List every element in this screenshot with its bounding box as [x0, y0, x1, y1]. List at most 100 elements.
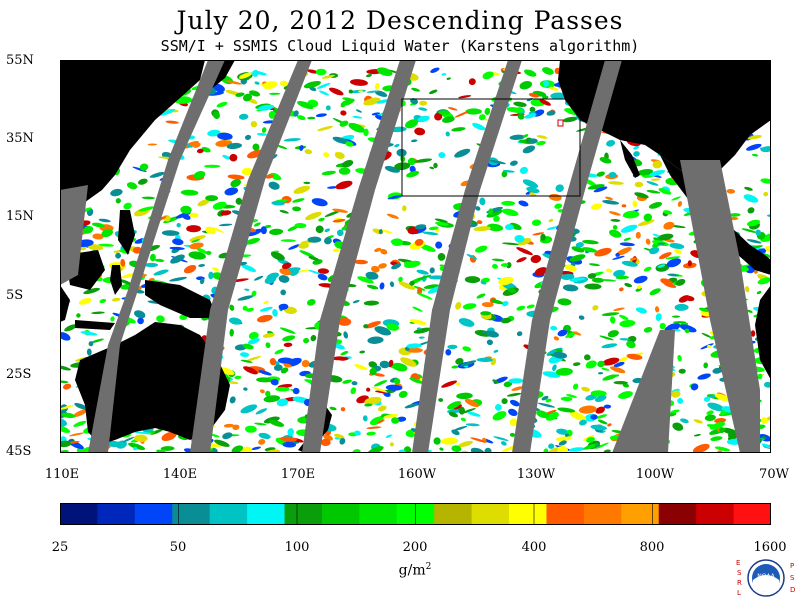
- cloud-patch: [414, 224, 427, 230]
- colorbar-tick-1600: 1600: [753, 540, 787, 555]
- cloud-patch: [506, 392, 522, 397]
- cloud-patch: [329, 87, 344, 96]
- cloud-patch: [197, 199, 210, 207]
- logo-letter-s: S: [737, 569, 742, 577]
- cloud-patch: [564, 264, 577, 272]
- cloud-patch: [126, 182, 138, 190]
- cloud-patch: [299, 145, 304, 151]
- cloud-patch: [607, 423, 612, 427]
- cloud-patch: [353, 259, 368, 265]
- cloud-patch: [495, 403, 502, 411]
- cloud-patch: [366, 90, 379, 93]
- cloud-patch: [714, 446, 731, 452]
- cloud-patch: [506, 262, 512, 269]
- cloud-patch: [763, 191, 769, 197]
- cloud-patch: [439, 447, 444, 451]
- cloud-patch: [726, 188, 736, 194]
- cloud-patch: [400, 357, 417, 367]
- logo-letter-s2: S: [790, 574, 795, 582]
- cloud-patch: [550, 92, 566, 100]
- cloud-patch: [252, 70, 267, 76]
- cloud-patch: [634, 181, 644, 188]
- cloud-patch: [673, 321, 687, 324]
- cloud-patch: [590, 203, 603, 210]
- cloud-patch: [624, 283, 633, 288]
- cloud-patch: [508, 288, 516, 293]
- logo-center-text: NOAA: [757, 573, 775, 580]
- cloud-patch: [684, 295, 695, 302]
- cloud-patch: [391, 238, 403, 247]
- cloud-patch: [373, 373, 385, 377]
- cloud-patch: [562, 284, 579, 292]
- cloud-patch: [581, 386, 591, 392]
- colorbar-units: g/m2: [0, 562, 800, 579]
- cloud-patch: [323, 152, 330, 158]
- cloud-patch: [648, 169, 666, 177]
- cloud-patch: [280, 367, 289, 374]
- cloud-patch: [247, 338, 260, 345]
- cloud-patch: [324, 237, 332, 245]
- cloud-patch: [154, 258, 165, 262]
- cloud-patch: [410, 98, 419, 105]
- cloud-patch: [657, 264, 666, 268]
- cloud-patch: [687, 260, 692, 267]
- cloud-patch: [501, 208, 519, 217]
- cloud-patch: [262, 333, 275, 338]
- cloud-patch: [358, 90, 364, 93]
- colorbar-tick-400: 400: [521, 540, 547, 555]
- cloud-patch: [501, 200, 516, 206]
- cloud-patch: [149, 253, 156, 262]
- cloud-patch: [303, 80, 321, 89]
- swath-gap-3: [302, 60, 416, 453]
- cloud-patch: [198, 264, 206, 267]
- cloud-patch: [543, 80, 549, 87]
- colorbar-swatch: [509, 503, 547, 525]
- cloud-patch: [298, 242, 309, 249]
- cloud-patch: [317, 268, 330, 274]
- cloud-patch: [318, 90, 330, 96]
- cloud-patch: [180, 189, 199, 196]
- cloud-patch: [470, 437, 487, 443]
- cloud-patch: [342, 97, 352, 101]
- colorbar-tick-800: 800: [639, 540, 665, 555]
- colorbar-swatch: [733, 503, 771, 525]
- cloud-patch: [268, 419, 285, 427]
- cloud-patch: [307, 116, 316, 120]
- cloud-patch: [282, 335, 296, 342]
- cloud-patch: [505, 224, 514, 231]
- cloud-patch: [442, 116, 455, 123]
- cloud-patch: [191, 239, 200, 243]
- cloud-patch: [545, 398, 552, 403]
- cloud-patch: [406, 347, 423, 353]
- cloud-patch: [410, 139, 418, 143]
- cloud-patch: [63, 383, 72, 390]
- cloud-patch: [385, 434, 392, 438]
- cloud-patch: [321, 170, 336, 176]
- cloud-patch: [553, 336, 560, 341]
- cloud-patch: [351, 381, 358, 386]
- cloud-patch: [376, 67, 393, 77]
- cloud-patch: [359, 350, 366, 354]
- cloud-patch: [609, 211, 621, 216]
- cloud-patch: [208, 271, 214, 280]
- cloud-patch: [280, 239, 296, 242]
- cloud-patch: [263, 300, 269, 305]
- cloud-patch: [590, 414, 598, 420]
- cloud-patch: [482, 71, 494, 80]
- cloud-patch: [279, 268, 292, 276]
- cloud-patch: [557, 407, 576, 413]
- cloud-patch: [761, 443, 771, 449]
- cloud-patch: [229, 328, 234, 337]
- cloud-patch: [324, 228, 331, 233]
- cloud-patch: [261, 127, 267, 133]
- cloud-patch: [348, 122, 366, 133]
- cloud-patch: [509, 418, 518, 427]
- cloud-patch: [241, 264, 257, 272]
- cloud-patch: [595, 442, 609, 449]
- cloud-patch: [231, 445, 244, 453]
- cloud-patch: [757, 277, 771, 285]
- cloud-patch: [583, 443, 599, 450]
- cloud-patch: [212, 83, 225, 93]
- cloud-patch: [265, 342, 271, 349]
- cloud-patch: [674, 249, 682, 255]
